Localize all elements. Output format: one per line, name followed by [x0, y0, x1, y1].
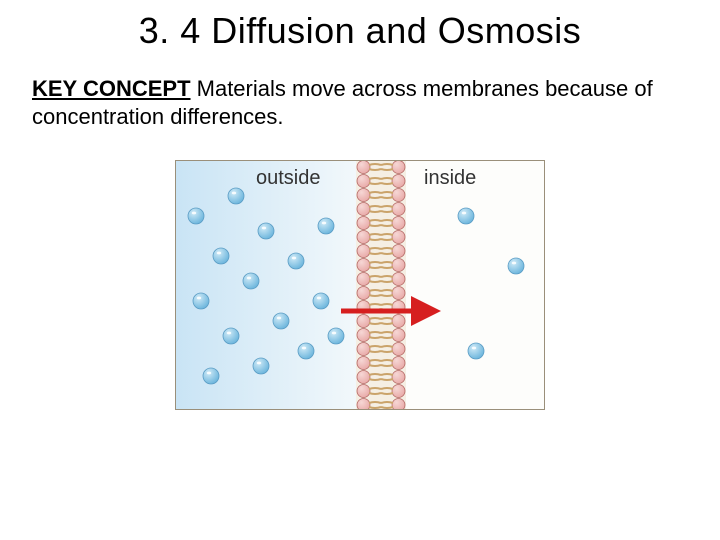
slide-title: 3. 4 Diffusion and Osmosis: [0, 10, 720, 52]
label-inside: inside: [424, 167, 476, 190]
key-concept-label: KEY CONCEPT: [32, 76, 191, 101]
label-outside: outside: [256, 167, 321, 190]
key-concept: KEY CONCEPT Materials move across membra…: [32, 75, 660, 130]
slide-page: 3. 4 Diffusion and Osmosis KEY CONCEPT M…: [0, 0, 720, 540]
membrane-svg: [176, 161, 544, 409]
membrane-diagram: outside inside: [175, 160, 545, 410]
